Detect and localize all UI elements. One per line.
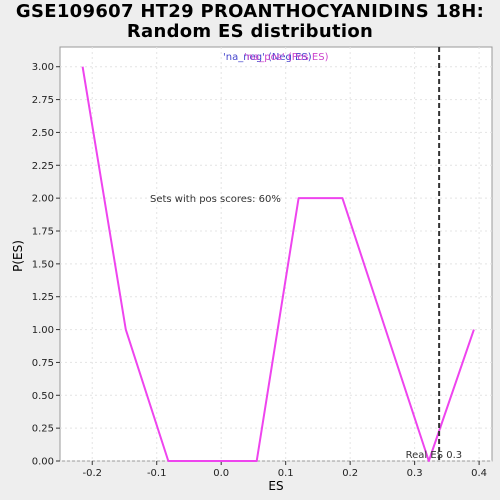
chart-title-line2: Random ES distribution [126, 21, 374, 42]
es-distribution-line [81, 66, 475, 462]
y-tick-label: 1.00 [32, 325, 54, 336]
grid-lines [60, 47, 492, 462]
x-tick-label: -0.1 [147, 468, 167, 479]
y-tick-label: 1.25 [32, 292, 54, 303]
y-axis-label: P(ES) [11, 240, 25, 272]
x-tick-label: 0.2 [342, 468, 358, 479]
chart-title: GSE109607 HT29 PROANTHOCYANIDINS 18H: Ra… [0, 2, 500, 42]
series-layer [81, 66, 475, 462]
x-axis-ticks: -0.2 -0.1 0.0 0.1 0.2 0.3 0.4 [82, 461, 487, 479]
y-tick-label: 2.50 [32, 128, 54, 139]
x-tick-label: 0.4 [471, 468, 487, 479]
x-axis-label: ES [268, 479, 283, 493]
x-tick-label: -0.2 [82, 468, 102, 479]
y-tick-label: 1.50 [32, 259, 54, 270]
y-tick-label: 0.00 [32, 457, 54, 468]
y-tick-label: 1.75 [32, 227, 54, 238]
plot-area [59, 46, 493, 462]
y-tick-label: 3.00 [32, 62, 54, 73]
y-tick-label: 2.00 [32, 194, 54, 205]
x-tick-label: 0.0 [213, 468, 229, 479]
y-tick-label: 2.25 [32, 161, 54, 172]
y-tick-label: 0.50 [32, 391, 54, 402]
y-tick-label: 0.25 [32, 424, 54, 435]
real-es-label: Real ES 0.3 [406, 450, 462, 461]
x-tick-label: 0.3 [407, 468, 423, 479]
y-tick-label: 2.75 [32, 95, 54, 106]
pos-scores-annotation: Sets with pos scores: 60% [150, 194, 281, 205]
legend-pos-entry: 'na_pos' (Pos ES) [244, 52, 329, 63]
legend-neg-entry: 'na_neg' (Neg ES) [223, 52, 312, 63]
y-axis-ticks: 0.00 0.25 0.50 0.75 1.00 1.25 1.50 1.75 2.00 2.25… [32, 62, 60, 468]
y-tick-label: 0.75 [32, 358, 54, 369]
chart-title-line1: GSE109607 HT29 PROANTHOCYANIDINS 18H: [15, 1, 485, 22]
annotation-layer: Real ES 0.3 Sets with pos scores: 60% 'na_… [150, 47, 462, 461]
x-tick-label: 0.1 [278, 468, 294, 479]
